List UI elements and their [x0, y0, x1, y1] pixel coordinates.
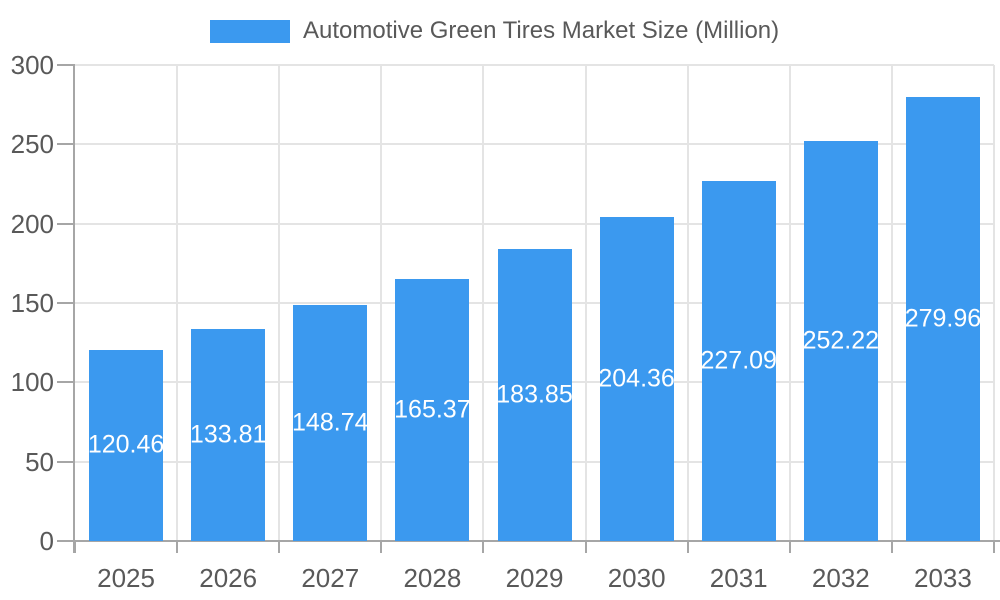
x-gridline — [788, 65, 791, 541]
x-gridline — [482, 65, 485, 541]
bar-value-label: 148.74 — [292, 408, 369, 437]
bar-value-label: 183.85 — [496, 380, 573, 409]
bar[interactable] — [191, 328, 266, 541]
x-tick-label: 2027 — [301, 563, 360, 593]
y-tick — [57, 381, 75, 384]
y-gridline — [75, 222, 994, 225]
bar[interactable] — [497, 249, 572, 541]
bar[interactable] — [89, 349, 164, 541]
bar-value-label: 227.09 — [700, 346, 777, 375]
x-tick-label: 2030 — [607, 563, 666, 593]
y-tick — [57, 143, 75, 146]
bar-value-label: 204.36 — [598, 364, 675, 393]
x-tick-label: 2032 — [811, 563, 870, 593]
x-tick — [380, 541, 383, 553]
x-tick — [788, 541, 791, 553]
y-tick — [57, 460, 75, 463]
x-tick-label: 2026 — [199, 563, 258, 593]
x-gridline — [584, 65, 587, 541]
bar[interactable] — [701, 180, 776, 541]
bar[interactable] — [293, 304, 368, 541]
x-tick-label: 2029 — [505, 563, 564, 593]
x-gridline — [686, 65, 689, 541]
bar[interactable] — [395, 278, 470, 541]
bar-value-label: 279.96 — [904, 304, 982, 333]
y-tick-label: 50 — [25, 446, 54, 477]
x-gridline — [993, 65, 995, 541]
x-axis-line — [57, 540, 1000, 542]
legend-label: Automotive Green Tires Market Size (Mill… — [303, 17, 780, 44]
y-tick-label: 300 — [10, 50, 54, 80]
y-gridline — [75, 143, 994, 146]
bar[interactable] — [599, 216, 674, 541]
x-tick — [993, 541, 995, 553]
x-tick — [584, 541, 587, 553]
x-tick — [74, 541, 76, 553]
x-tick-label: 2031 — [709, 563, 768, 593]
x-tick-label: 2033 — [914, 563, 972, 593]
bar-value-label: 133.81 — [189, 420, 267, 449]
x-tick — [686, 541, 689, 553]
y-tick-label: 250 — [10, 129, 54, 160]
x-tick-label: 2028 — [403, 563, 462, 593]
y-tick-label: 150 — [10, 288, 54, 318]
bar-value-label: 120.46 — [87, 430, 165, 459]
y-tick — [57, 302, 75, 304]
x-tick — [482, 541, 485, 553]
bar[interactable] — [803, 140, 878, 541]
y-tick — [57, 64, 75, 66]
x-tick — [278, 541, 281, 553]
y-tick — [57, 222, 75, 225]
y-axis-line — [73, 65, 75, 553]
x-gridline — [176, 65, 179, 541]
x-gridline — [890, 65, 893, 541]
y-tick-label: 200 — [10, 208, 54, 239]
y-tick-label: 0 — [39, 526, 54, 556]
y-tick-label: 100 — [10, 367, 54, 398]
x-tick-label: 2025 — [97, 563, 155, 593]
legend-swatch — [210, 19, 290, 43]
bar-value-label: 165.37 — [394, 395, 471, 424]
bar-value-label: 252.22 — [802, 326, 880, 355]
bar[interactable] — [905, 96, 980, 541]
x-tick — [176, 541, 179, 553]
x-gridline — [380, 65, 383, 541]
x-tick — [890, 541, 893, 553]
legend[interactable]: Automotive Green Tires Market Size (Mill… — [210, 17, 779, 45]
x-gridline — [278, 65, 281, 541]
y-gridline — [75, 64, 994, 66]
